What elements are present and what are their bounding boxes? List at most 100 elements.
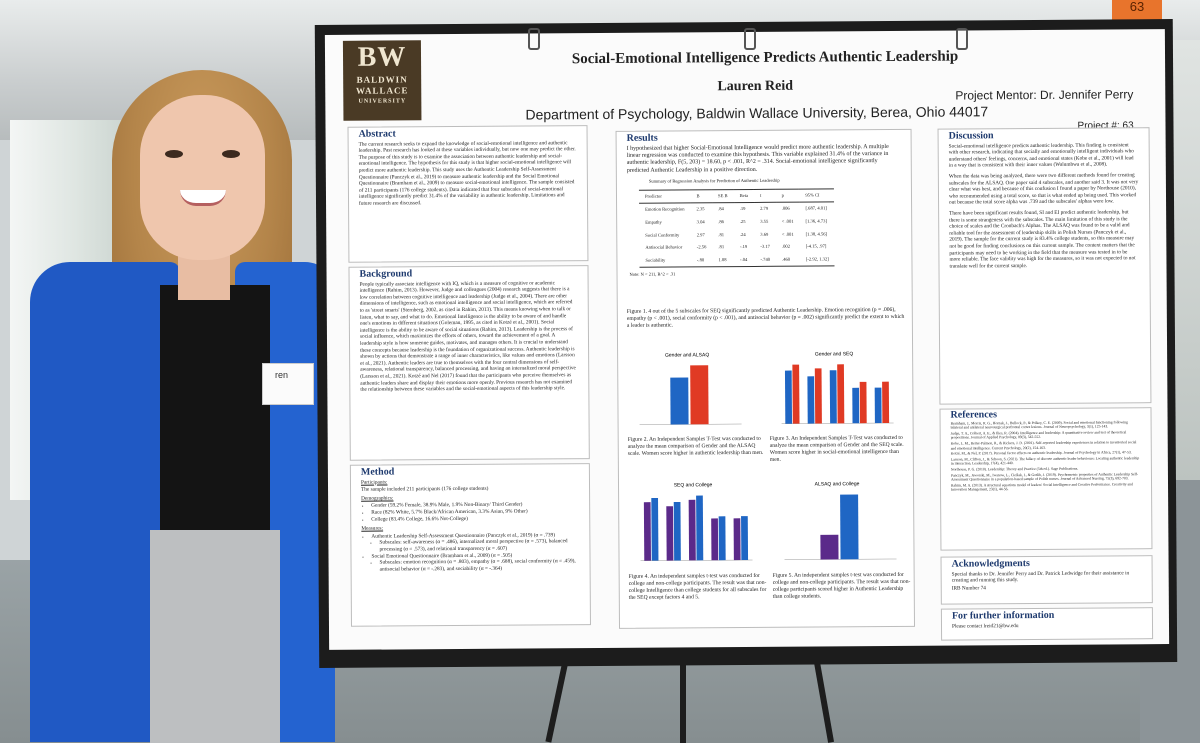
method-heading: Method xyxy=(360,466,395,478)
poster-title: Social-Emotional Intelligence Predicts A… xyxy=(571,48,959,68)
table-header: p xyxy=(775,188,800,203)
reference-item: Rahim, M. A. (2013). A structural equati… xyxy=(951,482,1133,492)
table-cell: 1.08 xyxy=(712,253,735,268)
table-cell: .84 xyxy=(718,206,724,212)
figure-5-caption: Figure 5. An independent samples t-test … xyxy=(772,571,911,600)
abstract-heading: Abstract xyxy=(358,128,396,140)
table-note: Note: N = 211, R^2 = .31 xyxy=(629,271,676,278)
figure-3-caption: Figure 3. An Independent Samples T-Test … xyxy=(769,434,904,463)
abstract-section: Abstract The current research seeks to e… xyxy=(347,125,589,263)
table-cell: 3.55 xyxy=(760,218,769,224)
chart-title: SEQ and College xyxy=(674,482,713,488)
right-eye xyxy=(222,150,240,158)
table-cell: .002 xyxy=(781,243,791,249)
chart-bar xyxy=(666,506,674,561)
chart-alsaq-college: ALSAQ and College xyxy=(771,476,903,570)
logo-line-1: BALDWIN xyxy=(356,74,408,85)
chart-gender-alsaq: Gender and ALSAQ xyxy=(627,347,748,435)
table-cell: Sociability xyxy=(639,254,691,268)
table-header: t xyxy=(753,189,776,203)
reference-item: Kobe, L. M., Reiter-Palmon, R., & Ricker… xyxy=(950,440,1137,451)
discussion-paragraph: Social-emotional intelligence predicts a… xyxy=(948,141,1134,169)
measure-item: Subscales: emotion recognition (α = .803… xyxy=(380,558,580,573)
table-cell: -.740 xyxy=(754,253,777,267)
measure-item: Subscales: self-awareness (α = .486), in… xyxy=(379,539,579,554)
discussion-paragraph: There have been significant results foun… xyxy=(949,209,1136,270)
background-heading: Background xyxy=(359,268,413,280)
table-cell: 3.04 xyxy=(696,219,705,225)
table-cell: < .001 xyxy=(781,231,794,237)
table-cell: -.80 xyxy=(690,254,713,268)
poster-department: Department of Psychology, Baldwin Wallac… xyxy=(525,103,989,123)
chart-bar xyxy=(814,368,822,424)
acknowledgments-text: Special thanks to Dr. Jennifer Perry and… xyxy=(951,569,1130,584)
table-header: 95% CI xyxy=(799,188,835,203)
chart-bar xyxy=(840,494,859,560)
acknowledgments-section: Acknowledgments Special thanks to Dr. Je… xyxy=(940,555,1153,605)
table-cell: .460 xyxy=(775,253,800,267)
logo-line-3: UNIVERSITY xyxy=(358,98,407,105)
table-cell: Antisocial Behavior xyxy=(645,244,683,250)
table-cell: [-2.92, 1.32] xyxy=(799,253,835,267)
chart-bar xyxy=(807,376,815,424)
abstract-text: The current research seeks to expand the… xyxy=(358,139,576,207)
table-cell: Social Conformity xyxy=(645,232,680,238)
measures-label: Measures: xyxy=(361,525,384,532)
chart-bar xyxy=(792,364,800,424)
method-section: Method Participants: The sample included… xyxy=(349,463,591,627)
name-tag: ren xyxy=(262,363,314,405)
chart-x-axis xyxy=(781,422,894,425)
logo-line-2: WALLACE xyxy=(355,85,409,96)
table-cell: [.687, 4.01] xyxy=(805,205,827,211)
chart-bar xyxy=(673,501,681,561)
binder-clip xyxy=(956,28,968,50)
demographic-item: College (83.4% College, 16.6% Not-Colleg… xyxy=(371,515,579,523)
measures-list: Authentic Leadership Self-Assessment Que… xyxy=(361,532,579,573)
reference-item: Larsson, M., Clifton, J., & Schoon, S. (… xyxy=(950,456,1140,466)
chart-bar xyxy=(820,534,839,560)
table-cell: < .001 xyxy=(781,218,794,224)
acknowledgments-heading: Acknowledgments xyxy=(951,558,1030,570)
irb-number: IRB Number 74 xyxy=(951,585,986,592)
background-section: Background People typically associate in… xyxy=(348,265,590,461)
left-eye xyxy=(165,150,183,158)
chart-gender-seq: Gender and SEQ xyxy=(769,346,900,434)
table-cell: -.04 xyxy=(733,253,755,267)
chart-bar xyxy=(670,377,689,425)
table-cell: 3.69 xyxy=(760,231,769,237)
poster-author: Lauren Reid xyxy=(717,78,794,95)
chart-bar xyxy=(874,387,882,424)
chart-bar xyxy=(784,370,793,424)
table-cell: -3.17 xyxy=(760,244,770,250)
table-cell: 2.97 xyxy=(696,231,705,237)
binder-clip xyxy=(528,28,540,50)
table-cell: .81 xyxy=(718,231,725,237)
table-header: Predictor xyxy=(638,189,691,204)
references-heading: References xyxy=(950,409,998,421)
chart-bar xyxy=(859,381,867,424)
table-cell: [1.36, 4.73] xyxy=(805,218,828,224)
chart-bar xyxy=(651,497,659,561)
further-info-heading: For further information xyxy=(951,609,1055,622)
chart-bar xyxy=(711,518,719,561)
discussion-section: Discussion Social-emotional intelligence… xyxy=(937,127,1152,405)
table-row: Sociability -.80 1.08 -.04 -.740.460 [-2.92, … xyxy=(639,253,835,268)
table-cell: -.19 xyxy=(739,244,748,250)
table-cell: .24 xyxy=(739,231,746,237)
table-row: Emotion Recognition 2.35 .84 .19 2.79 .006 [.6… xyxy=(639,202,834,216)
references-section: References Bramham, J., Morris, R. G., H… xyxy=(939,407,1153,551)
chart-bar xyxy=(733,518,741,561)
table-cell: [-4.15, .97] xyxy=(805,243,827,249)
table-cell: .19 xyxy=(739,206,746,212)
chart-bar xyxy=(829,370,837,424)
demographics-label: Demographics: xyxy=(361,495,394,502)
participants-label: Participants: xyxy=(360,479,388,486)
chart-bar xyxy=(852,387,860,424)
smile xyxy=(180,190,226,206)
chart-title: Gender and SEQ xyxy=(815,351,854,357)
chart-title: Gender and ALSAQ xyxy=(665,352,709,358)
regression-table-title: Summary of Regression Analysis for Predi… xyxy=(648,177,780,184)
chart-title: ALSAQ and College xyxy=(815,481,860,487)
chart-bar xyxy=(718,516,726,561)
background-text: People typically associate intelligence … xyxy=(359,279,576,393)
